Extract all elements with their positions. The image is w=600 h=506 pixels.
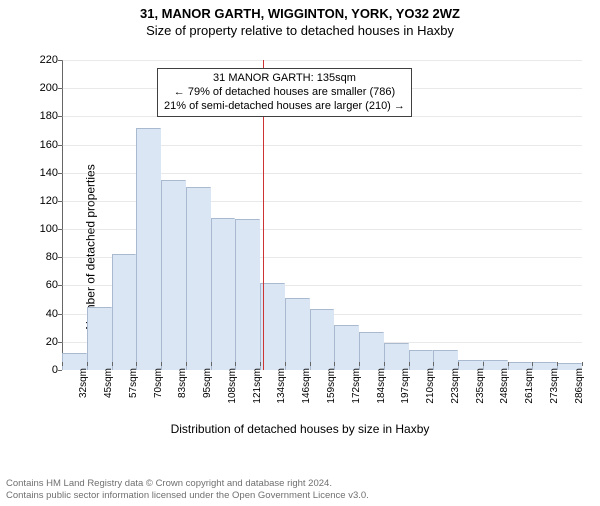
x-tick-mark: [433, 362, 434, 366]
y-tick-label: 140: [28, 167, 62, 179]
histogram-bar: [235, 219, 260, 370]
x-tick-label: 261sqm: [524, 368, 535, 408]
x-tick-mark: [409, 362, 410, 366]
y-tick-label: 60: [28, 279, 62, 291]
x-tick-label: 83sqm: [177, 368, 188, 408]
histogram-bar: [112, 254, 137, 370]
x-tick-label: 57sqm: [128, 368, 139, 408]
x-tick-label: 235sqm: [475, 368, 486, 408]
y-tick-label: 200: [28, 82, 62, 94]
x-tick-label: 197sqm: [400, 368, 411, 408]
histogram-bar: [359, 332, 384, 370]
x-tick-label: 184sqm: [376, 368, 387, 408]
histogram-bar: [186, 187, 211, 370]
x-tick-mark: [582, 362, 583, 366]
x-tick-mark: [112, 362, 113, 366]
histogram-bar: [87, 307, 112, 370]
footer-line2: Contains public sector information licen…: [6, 490, 369, 502]
histogram-bar: [136, 128, 161, 370]
x-tick-label: 95sqm: [202, 368, 213, 408]
histogram-bar: [211, 218, 236, 370]
y-tick-label: 160: [28, 139, 62, 151]
x-tick-label: 172sqm: [351, 368, 362, 408]
x-tick-mark: [532, 362, 533, 366]
x-tick-mark: [285, 362, 286, 366]
x-tick-label: 286sqm: [574, 368, 585, 408]
title-line2: Size of property relative to detached ho…: [0, 23, 600, 38]
title-line1: 31, MANOR GARTH, WIGGINTON, YORK, YO32 2…: [0, 6, 600, 21]
x-tick-label: 146sqm: [301, 368, 312, 408]
x-tick-label: 273sqm: [549, 368, 560, 408]
x-tick-label: 248sqm: [499, 368, 510, 408]
annotation-line2: ← 79% of detached houses are smaller (78…: [164, 86, 405, 100]
histogram-bar: [161, 180, 186, 370]
x-axis-label: Distribution of detached houses by size …: [0, 422, 600, 436]
x-tick-label: 210sqm: [425, 368, 436, 408]
x-tick-label: 70sqm: [153, 368, 164, 408]
annotation-box: 31 MANOR GARTH: 135sqm← 79% of detached …: [157, 68, 412, 117]
y-tick-label: 220: [28, 54, 62, 66]
x-tick-label: 159sqm: [326, 368, 337, 408]
histogram-bar: [334, 325, 359, 370]
footer-line1: Contains HM Land Registry data © Crown c…: [6, 478, 369, 490]
x-tick-label: 32sqm: [78, 368, 89, 408]
histogram-bar: [310, 309, 335, 370]
annotation-line3: 21% of semi-detached houses are larger (…: [164, 100, 405, 114]
chart-container: Number of detached properties 0204060801…: [0, 52, 600, 442]
x-tick-mark: [310, 362, 311, 366]
x-tick-mark: [62, 362, 63, 366]
y-tick-label: 100: [28, 223, 62, 235]
x-tick-label: 134sqm: [276, 368, 287, 408]
x-tick-mark: [161, 362, 162, 366]
x-tick-mark: [557, 362, 558, 366]
x-tick-mark: [359, 362, 360, 366]
x-tick-mark: [136, 362, 137, 366]
footer-attribution: Contains HM Land Registry data © Crown c…: [6, 478, 369, 502]
x-tick-mark: [211, 362, 212, 366]
annotation-line1: 31 MANOR GARTH: 135sqm: [164, 72, 405, 86]
x-tick-label: 121sqm: [252, 368, 263, 408]
grid-line: [62, 60, 582, 61]
x-tick-mark: [260, 362, 261, 366]
x-tick-label: 45sqm: [103, 368, 114, 408]
x-tick-mark: [458, 362, 459, 366]
x-tick-mark: [483, 362, 484, 366]
x-tick-mark: [235, 362, 236, 366]
y-tick-label: 20: [28, 336, 62, 348]
histogram-bar: [384, 343, 409, 370]
x-tick-mark: [334, 362, 335, 366]
x-tick-mark: [87, 362, 88, 366]
y-axis-line: [62, 60, 63, 370]
y-tick-label: 0: [28, 364, 62, 376]
histogram-bar: [285, 298, 310, 370]
plot-area: 02040608010012014016018020022031 MANOR G…: [62, 60, 582, 370]
x-tick-label: 223sqm: [450, 368, 461, 408]
x-tick-label: 108sqm: [227, 368, 238, 408]
x-tick-mark: [508, 362, 509, 366]
y-tick-label: 120: [28, 195, 62, 207]
x-tick-mark: [384, 362, 385, 366]
y-tick-label: 180: [28, 110, 62, 122]
x-tick-mark: [186, 362, 187, 366]
y-tick-label: 40: [28, 308, 62, 320]
y-tick-label: 80: [28, 251, 62, 263]
